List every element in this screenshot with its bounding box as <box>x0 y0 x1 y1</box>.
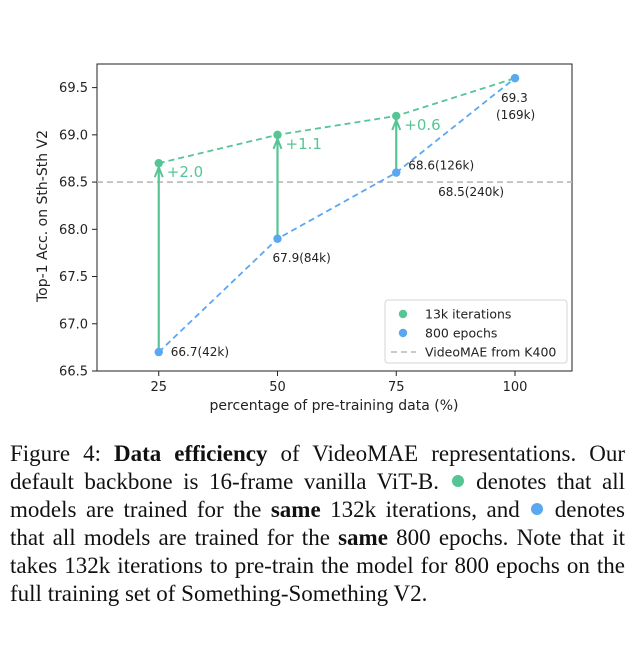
point-label: 67.9(84k) <box>273 251 331 265</box>
series-13k-point <box>273 130 282 140</box>
x-tick-label: 25 <box>150 380 167 395</box>
gain-label: +2.0 <box>167 163 203 181</box>
plot-frame <box>96 63 573 372</box>
y-tick-label: 68.5 <box>59 176 88 191</box>
point-label: 69.3 <box>501 91 528 105</box>
point-label: 68.6(126k) <box>408 159 474 173</box>
x-tick-label: 50 <box>269 380 286 395</box>
green-dot-icon <box>451 475 464 487</box>
series-800-epochs-point <box>273 234 282 243</box>
caption-text: denotes that all models are trained for … <box>10 469 625 522</box>
series-800-epochs-point <box>154 347 163 357</box>
caption-text: 132k iterations, and <box>320 497 530 522</box>
legend-label: 13k iterations <box>425 307 511 322</box>
blue-dot-icon <box>531 503 544 515</box>
data-efficiency-chart: Top-1 Acc. on Sth-Sth V2 percentage of p… <box>35 63 573 414</box>
legend-label: VideoMAE from K400 <box>425 345 556 360</box>
point-label: (169k) <box>496 108 535 122</box>
y-tick-label: 68.0 <box>59 223 88 238</box>
series-800-epochs-point <box>510 73 520 83</box>
figure-caption: Figure 4: Data efficiency of VideoMAE re… <box>10 440 625 608</box>
series-800-epochs-line <box>158 77 516 353</box>
y-tick-label: 67.0 <box>59 317 88 332</box>
caption-prefix: Figure 4: <box>10 441 114 466</box>
series-13k-point <box>154 158 163 168</box>
gain-label: +1.1 <box>286 135 322 153</box>
y-axis-label: Top-1 Acc. on Sth-Sth V2 <box>35 130 51 303</box>
point-label: 68.5(240k) <box>438 185 504 199</box>
caption-bold-same: same <box>270 497 321 522</box>
series-13k-point <box>392 111 401 121</box>
series-800-epochs-point <box>392 168 401 177</box>
series-13k-iterations-line <box>158 77 516 165</box>
caption-text: of VideoMAE representations. Our default… <box>10 441 625 494</box>
x-tick-label: 75 <box>388 380 405 395</box>
caption-text: 800 epochs. Note that it takes 132k iter… <box>10 525 625 606</box>
x-tick-label: 100 <box>503 380 528 395</box>
y-tick-label: 67.5 <box>59 270 88 285</box>
y-tick-label: 69.0 <box>59 128 88 143</box>
legend-box <box>384 299 568 364</box>
y-tick-label: 66.5 <box>59 365 88 380</box>
legend-label: 800 epochs <box>425 326 497 341</box>
y-tick-label: 69.5 <box>59 81 88 96</box>
gain-label: +0.6 <box>404 116 440 134</box>
caption-bold-same: same <box>338 525 388 550</box>
x-axis-label: percentage of pre-training data (%) <box>210 398 459 414</box>
caption-text: denotes that all models are trained for … <box>10 497 625 550</box>
legend-blue-marker <box>398 328 408 338</box>
legend-green-marker <box>398 309 408 319</box>
caption-bold-title: Data efficiency <box>113 441 268 466</box>
point-label: 66.7(42k) <box>171 345 229 359</box>
